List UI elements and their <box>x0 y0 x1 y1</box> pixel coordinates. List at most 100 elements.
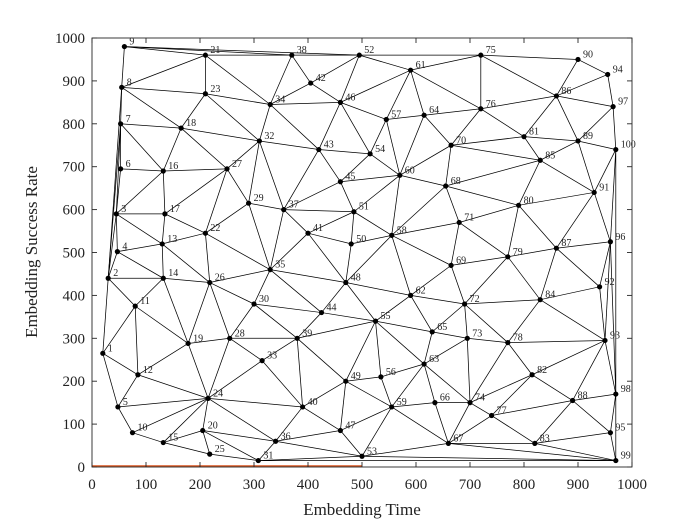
node-label: 38 <box>297 45 307 56</box>
network-node <box>464 335 470 341</box>
network-edge <box>361 443 449 457</box>
network-node <box>591 189 597 196</box>
node-label: 9 <box>129 37 134 48</box>
node-label: 43 <box>324 140 334 151</box>
y-tick-label: 700 <box>63 160 86 176</box>
network-edge <box>124 46 292 56</box>
network-edge <box>469 374 533 403</box>
node-label: 36 <box>281 431 291 442</box>
network-edge <box>134 305 189 344</box>
network-edge <box>518 205 557 249</box>
node-label: 18 <box>186 118 196 129</box>
network-edge <box>340 102 371 155</box>
network-edge <box>391 235 452 266</box>
network-edge <box>120 168 164 172</box>
network-edge <box>385 70 411 120</box>
network-node <box>421 361 427 367</box>
network-edge <box>451 136 525 146</box>
network-edge <box>480 108 525 137</box>
network-edge <box>459 204 519 223</box>
network-edge <box>423 363 471 403</box>
network-node <box>118 166 124 172</box>
node-label: 52 <box>364 45 374 56</box>
network-node <box>178 125 184 131</box>
node-label: 30 <box>259 294 269 305</box>
network-node <box>207 279 213 286</box>
network-node <box>132 303 138 309</box>
network-edge <box>181 127 260 142</box>
node-label: 74 <box>475 393 485 404</box>
network-edge <box>610 432 617 461</box>
node-label: 25 <box>215 444 225 455</box>
node-label: 82 <box>537 365 547 376</box>
network-node <box>443 183 449 189</box>
node-label: 83 <box>540 433 550 444</box>
network-edge <box>310 82 341 103</box>
node-label: 11 <box>140 296 150 307</box>
x-tick-label: 600 <box>405 477 428 493</box>
network-edge <box>361 455 616 461</box>
network-edge <box>448 443 616 461</box>
network-edge <box>523 136 541 161</box>
network-node <box>408 67 414 73</box>
node-label: 85 <box>545 150 555 161</box>
axes-layer: 0 100 200 300 400 500 600 700 800 900 1000 0 100 200 3… <box>55 31 647 493</box>
network-node <box>529 372 535 378</box>
network-edge <box>321 312 376 322</box>
network-edge <box>445 185 519 206</box>
network-edge <box>451 144 541 161</box>
network-node <box>456 219 462 226</box>
network-edge <box>391 185 446 236</box>
network-edge <box>121 86 206 95</box>
network-edge <box>577 59 608 75</box>
node-label: 96 <box>615 232 625 243</box>
node-label: 29 <box>254 193 264 204</box>
network-edge <box>540 299 606 341</box>
node-label: 91 <box>599 182 609 193</box>
network-edge <box>491 400 573 416</box>
network-edge <box>464 303 468 339</box>
network-edge <box>163 168 228 172</box>
network-edge <box>507 342 533 375</box>
x-tick-label: 200 <box>189 477 212 493</box>
network-edge <box>137 374 209 399</box>
network-node <box>610 104 616 110</box>
network-edge <box>410 54 481 71</box>
network-node <box>521 134 527 140</box>
network-edge <box>599 286 606 341</box>
network-edge <box>539 248 557 300</box>
node-label: 57 <box>391 110 401 121</box>
network-edge <box>207 338 231 399</box>
network-edge <box>450 265 465 305</box>
network-edge <box>117 397 209 408</box>
network-node <box>202 91 208 97</box>
network-edge <box>202 398 209 431</box>
network-edge <box>270 101 341 105</box>
node-label: 8 <box>127 77 132 88</box>
network-edge <box>340 430 363 457</box>
node-label: 69 <box>456 255 466 266</box>
network-edge <box>161 243 210 283</box>
network-node <box>448 262 454 268</box>
network-edge <box>121 54 206 88</box>
network-edge <box>302 380 346 408</box>
network-edge <box>410 70 425 116</box>
network-node <box>602 337 608 344</box>
network-edge <box>340 406 392 431</box>
network-node <box>613 457 619 464</box>
network-node <box>432 400 438 406</box>
node-label: 37 <box>289 200 299 211</box>
network-node <box>100 350 106 356</box>
network-edge <box>340 55 360 103</box>
network-edge <box>248 140 260 204</box>
node-label: 79 <box>513 247 523 258</box>
node-label: 33 <box>267 351 277 362</box>
node-label: 1 <box>108 343 113 354</box>
node-label: 3 <box>121 204 126 215</box>
node-label: 68 <box>451 176 461 187</box>
network-edge <box>556 95 579 142</box>
network-edge <box>248 203 271 270</box>
node-label: 50 <box>356 234 366 245</box>
network-edge <box>205 93 260 142</box>
